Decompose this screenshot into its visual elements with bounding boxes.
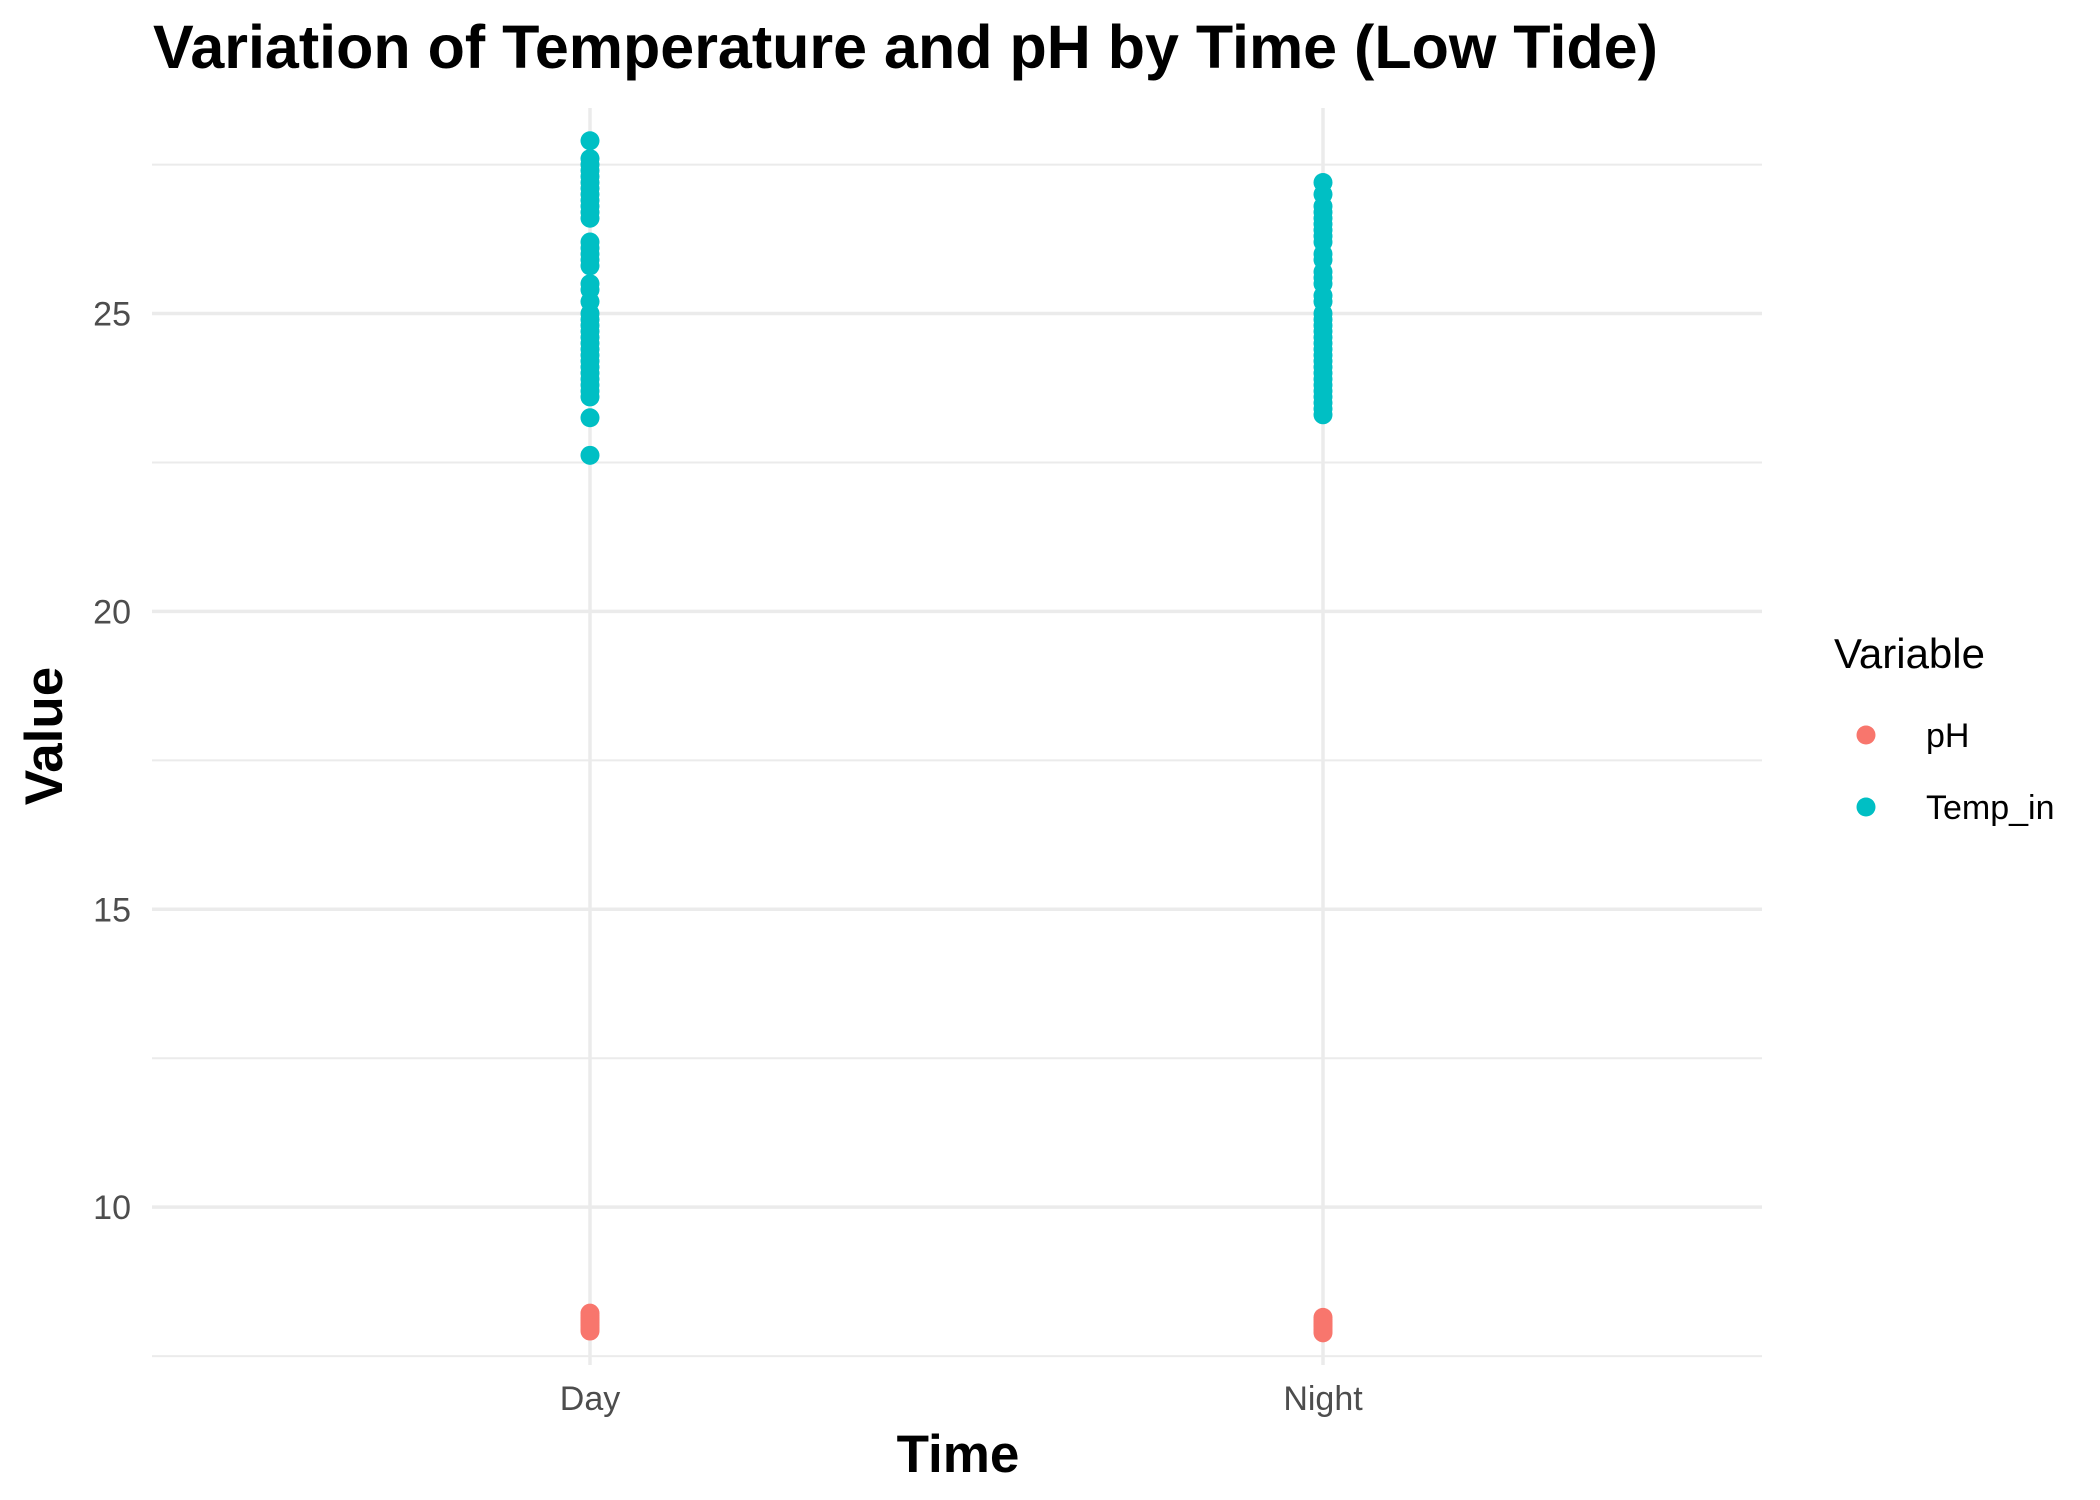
x-axis-ticks: Day Night [560,1380,1363,1418]
y-tick-label: 10 [93,1189,131,1227]
chart-title: Variation of Temperature and pH by Time … [153,13,1658,81]
data-point [580,1321,600,1341]
legend-key [1856,797,1876,817]
x-tick-label: Day [560,1380,620,1418]
x-axis-title: Time [897,1425,1020,1484]
data-point [580,131,600,151]
data-point [580,408,600,428]
legend-title: Variable [1834,630,1985,677]
legend-key [1856,725,1876,745]
y-tick-label: 25 [93,296,131,334]
y-tick-label: 15 [93,891,131,929]
y-tick-label: 20 [93,593,131,631]
data-point [1313,405,1333,425]
legend-label: pH [1926,717,1969,755]
x-tick-label: Night [1283,1380,1363,1418]
data-point [580,387,600,407]
legend-items: pH Temp_in [1856,717,2055,827]
y-axis-ticks: 10 15 20 25 [93,296,131,1228]
legend-label: Temp_in [1926,789,2055,827]
data-point [580,256,600,276]
data-point [1313,1323,1333,1343]
data-points [580,131,1333,1343]
legend: Variable pH Temp_in [1834,630,2055,827]
series-temp-in [580,131,1333,465]
data-point [580,208,600,228]
y-axis-title: Value [15,667,74,805]
data-point [580,445,600,465]
series-ph [580,1303,1333,1343]
